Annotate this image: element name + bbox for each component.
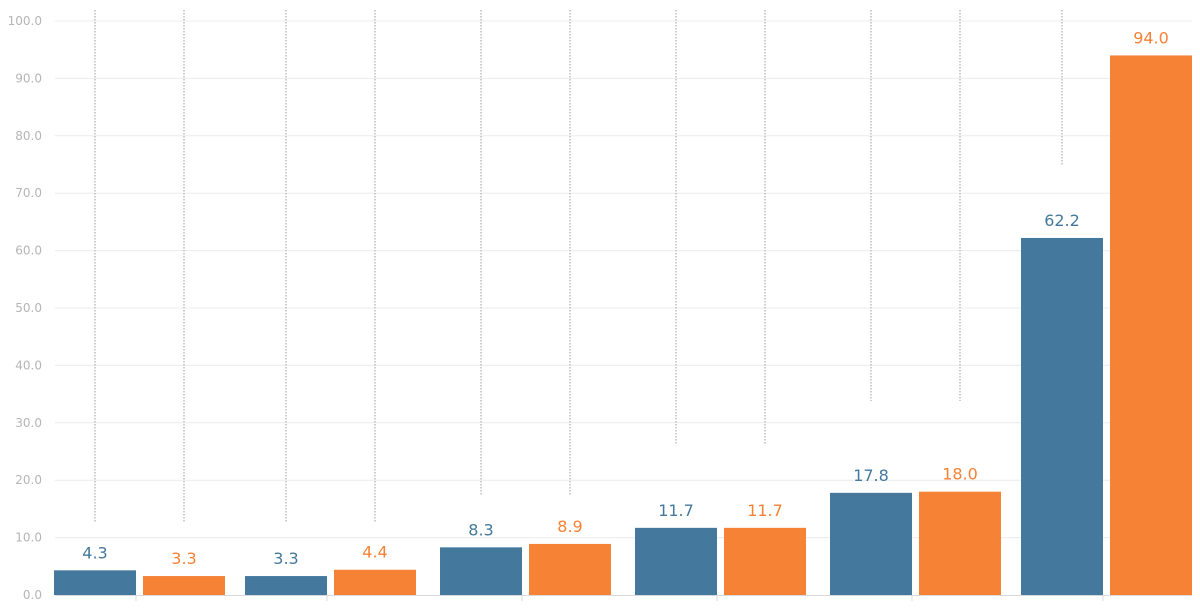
- y-tick-label: 30.0: [15, 416, 42, 430]
- gridlines: [55, 20, 1192, 539]
- bar-value-label: 11.7: [747, 501, 783, 520]
- y-axis: 0.0 10.0 20.0 30.0 40.0 50.0 60.0 70.0 80.0 90.0 1…: [8, 14, 42, 602]
- y-tick-label: 70.0: [15, 186, 42, 200]
- bar-value-label: 94.0: [1133, 28, 1169, 47]
- bar-value-label: 62.2: [1044, 211, 1080, 230]
- bar-value-label: 4.4: [362, 543, 387, 562]
- y-tick-label: 80.0: [15, 129, 42, 143]
- bar-value-label: 17.8: [853, 466, 889, 485]
- y-tick-label: 0.0: [23, 588, 42, 602]
- bar-value-label: 4.3: [82, 543, 107, 562]
- y-tick-label: 50.0: [15, 301, 42, 315]
- bar: [724, 527, 806, 595]
- bars: [54, 55, 1192, 596]
- y-tick-label: 40.0: [15, 358, 42, 372]
- bar-value-label: 3.3: [273, 549, 298, 568]
- bar: [143, 576, 225, 595]
- y-tick-label: 10.0: [15, 531, 42, 545]
- bar: [830, 492, 912, 595]
- y-tick-label: 100.0: [8, 14, 42, 28]
- bar-value-label: 11.7: [658, 501, 694, 520]
- bar-value-label: 8.9: [557, 517, 582, 536]
- whiskers: [94, 10, 1063, 522]
- bar: [440, 547, 522, 595]
- y-tick-label: 90.0: [15, 71, 42, 85]
- bar-labels: 4.3 3.3 8.3 11.7 17.8 62.2 3.3 4.4 8.9 11.7 18.0 94…: [82, 28, 1169, 568]
- bar-value-label: 8.3: [468, 520, 493, 539]
- bar: [635, 527, 717, 595]
- y-tick-label: 20.0: [15, 473, 42, 487]
- bar: [919, 491, 1001, 595]
- bar-value-label: 3.3: [171, 549, 196, 568]
- bar: [334, 569, 416, 595]
- bar: [54, 570, 136, 595]
- bar: [1021, 237, 1103, 596]
- y-tick-label: 60.0: [15, 244, 42, 258]
- x-axis: [55, 595, 1192, 601]
- bar: [245, 576, 327, 595]
- bar: [529, 543, 611, 595]
- bar-value-label: 18.0: [942, 465, 978, 484]
- bar: [1110, 55, 1192, 595]
